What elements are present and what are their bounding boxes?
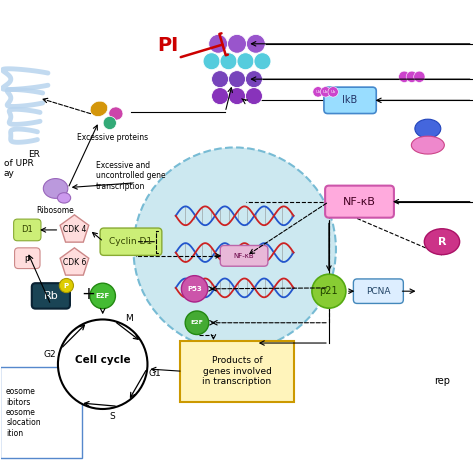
Circle shape bbox=[59, 278, 73, 292]
FancyBboxPatch shape bbox=[324, 87, 376, 114]
FancyBboxPatch shape bbox=[32, 283, 70, 309]
Circle shape bbox=[185, 311, 209, 335]
Ellipse shape bbox=[90, 101, 108, 117]
Circle shape bbox=[312, 274, 346, 308]
FancyBboxPatch shape bbox=[100, 228, 162, 255]
Text: Ub: Ub bbox=[323, 90, 328, 94]
Text: NF-κB: NF-κB bbox=[234, 253, 255, 259]
Circle shape bbox=[406, 71, 418, 82]
Circle shape bbox=[237, 53, 254, 70]
Polygon shape bbox=[60, 248, 89, 275]
Text: Cell cycle: Cell cycle bbox=[75, 356, 130, 365]
Text: IkB: IkB bbox=[343, 95, 358, 105]
Text: Products of
genes involved
in transcription: Products of genes involved in transcript… bbox=[202, 356, 272, 386]
Text: G2: G2 bbox=[44, 350, 56, 359]
FancyBboxPatch shape bbox=[14, 219, 41, 241]
Circle shape bbox=[228, 35, 246, 53]
Text: Ribosome: Ribosome bbox=[36, 206, 74, 215]
Ellipse shape bbox=[109, 107, 123, 120]
Text: P53: P53 bbox=[187, 286, 202, 292]
FancyBboxPatch shape bbox=[220, 246, 268, 266]
Circle shape bbox=[246, 71, 263, 88]
Text: R: R bbox=[438, 237, 446, 246]
Text: p21: p21 bbox=[319, 286, 338, 296]
Ellipse shape bbox=[43, 179, 68, 198]
Circle shape bbox=[414, 71, 425, 82]
Circle shape bbox=[133, 147, 336, 350]
Circle shape bbox=[228, 71, 246, 88]
Text: Rb: Rb bbox=[44, 291, 58, 301]
Circle shape bbox=[203, 53, 220, 70]
FancyBboxPatch shape bbox=[15, 248, 40, 269]
Ellipse shape bbox=[411, 136, 444, 154]
Text: Excessive proteins: Excessive proteins bbox=[77, 133, 148, 142]
Circle shape bbox=[246, 88, 263, 105]
Text: Cyclin D1: Cyclin D1 bbox=[109, 237, 153, 246]
Circle shape bbox=[399, 71, 410, 82]
Circle shape bbox=[209, 35, 228, 53]
Text: Ub: Ub bbox=[315, 90, 321, 94]
FancyBboxPatch shape bbox=[181, 341, 293, 402]
Text: E2F: E2F bbox=[191, 320, 203, 325]
Text: eosome
ibitors
eosome
slocation
ition: eosome ibitors eosome slocation ition bbox=[6, 387, 41, 438]
Text: of UPR
ay: of UPR ay bbox=[4, 159, 34, 178]
Circle shape bbox=[211, 88, 228, 105]
Text: CDK 6: CDK 6 bbox=[63, 258, 86, 267]
Circle shape bbox=[228, 88, 246, 105]
Text: E2F: E2F bbox=[96, 293, 110, 299]
Text: rep: rep bbox=[434, 376, 450, 386]
FancyBboxPatch shape bbox=[0, 366, 82, 458]
Circle shape bbox=[220, 53, 237, 70]
Ellipse shape bbox=[415, 119, 441, 138]
Text: D1: D1 bbox=[21, 226, 33, 235]
Circle shape bbox=[320, 87, 331, 97]
Ellipse shape bbox=[57, 193, 71, 203]
Circle shape bbox=[328, 87, 338, 97]
Text: P: P bbox=[64, 283, 69, 289]
Text: CDK 4: CDK 4 bbox=[63, 226, 86, 235]
Ellipse shape bbox=[424, 229, 460, 255]
Text: Excessive and
uncontrolled gene
transcription: Excessive and uncontrolled gene transcri… bbox=[96, 161, 165, 191]
Text: p: p bbox=[25, 254, 30, 263]
Text: PCNA: PCNA bbox=[366, 287, 391, 296]
FancyBboxPatch shape bbox=[354, 279, 403, 303]
Circle shape bbox=[254, 53, 271, 70]
Text: +: + bbox=[82, 284, 95, 302]
Circle shape bbox=[246, 35, 265, 53]
FancyBboxPatch shape bbox=[325, 186, 394, 218]
Circle shape bbox=[182, 276, 208, 302]
Circle shape bbox=[211, 71, 228, 88]
Text: S: S bbox=[109, 412, 115, 421]
Circle shape bbox=[58, 319, 147, 409]
Text: Ub: Ub bbox=[330, 90, 336, 94]
Text: ER: ER bbox=[28, 150, 40, 159]
Text: M: M bbox=[126, 314, 133, 323]
Circle shape bbox=[90, 283, 116, 309]
Text: G1: G1 bbox=[149, 369, 162, 378]
Text: NF-κB: NF-κB bbox=[343, 197, 376, 207]
Polygon shape bbox=[60, 215, 89, 242]
Circle shape bbox=[313, 87, 323, 97]
Ellipse shape bbox=[103, 117, 117, 129]
Text: PI: PI bbox=[157, 36, 178, 55]
